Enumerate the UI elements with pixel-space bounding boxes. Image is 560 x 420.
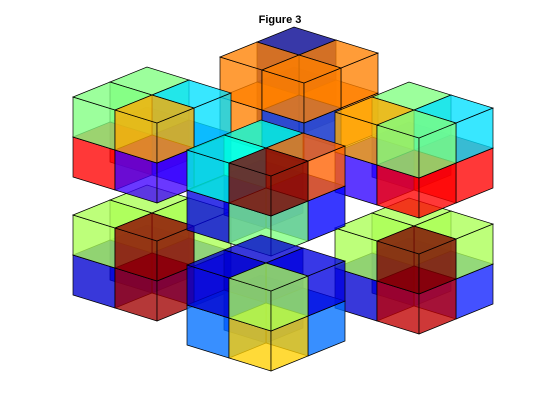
cube-face [375,109,458,139]
cube-face [375,225,458,255]
cube-face [227,147,310,177]
figure-title: Figure 3 [259,14,302,26]
cube-face [260,54,343,84]
voxel-plot [71,26,495,372]
cube-face [113,94,196,124]
cube-face [227,262,310,292]
